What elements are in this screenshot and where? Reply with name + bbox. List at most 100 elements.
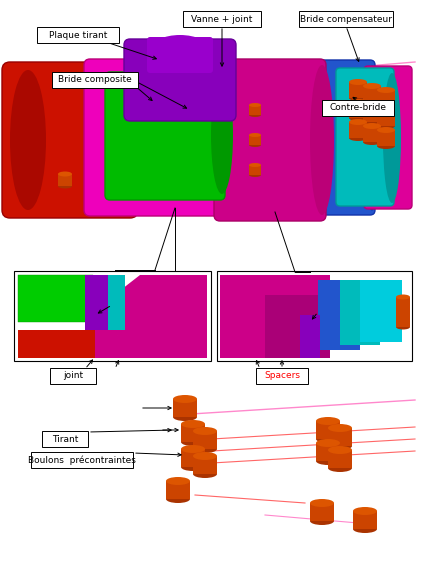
Ellipse shape: [316, 417, 340, 425]
Ellipse shape: [363, 83, 381, 89]
Ellipse shape: [310, 517, 334, 525]
Bar: [316, 443, 340, 461]
Ellipse shape: [249, 113, 261, 117]
Bar: [166, 481, 190, 499]
Ellipse shape: [349, 95, 367, 101]
Ellipse shape: [328, 464, 352, 472]
Ellipse shape: [249, 103, 261, 107]
Ellipse shape: [349, 115, 367, 121]
Bar: [328, 428, 352, 446]
Polygon shape: [85, 275, 120, 330]
FancyBboxPatch shape: [124, 39, 236, 121]
Ellipse shape: [249, 133, 261, 137]
Text: Boulons  précontraintes: Boulons précontraintes: [28, 455, 136, 465]
Bar: [181, 424, 205, 442]
Ellipse shape: [181, 438, 205, 446]
FancyBboxPatch shape: [336, 68, 394, 206]
FancyBboxPatch shape: [42, 431, 88, 447]
Polygon shape: [300, 315, 320, 358]
FancyBboxPatch shape: [2, 62, 138, 218]
FancyBboxPatch shape: [214, 59, 326, 221]
Ellipse shape: [328, 424, 352, 432]
Ellipse shape: [377, 103, 395, 109]
Bar: [58, 174, 72, 186]
FancyBboxPatch shape: [183, 11, 261, 27]
Ellipse shape: [383, 73, 401, 203]
Text: Bride compensateur: Bride compensateur: [300, 14, 392, 23]
Ellipse shape: [353, 525, 377, 533]
Polygon shape: [340, 280, 380, 345]
FancyBboxPatch shape: [18, 275, 98, 322]
Ellipse shape: [249, 173, 261, 177]
Ellipse shape: [316, 435, 340, 443]
Ellipse shape: [349, 119, 367, 125]
Ellipse shape: [173, 395, 197, 403]
Text: Plaque tirant: Plaque tirant: [49, 31, 107, 39]
Bar: [249, 165, 261, 175]
Ellipse shape: [58, 172, 72, 177]
Bar: [353, 511, 377, 529]
Bar: [249, 105, 261, 115]
Text: Vanne + joint: Vanne + joint: [191, 14, 253, 23]
Ellipse shape: [396, 324, 410, 329]
Bar: [328, 450, 352, 468]
Ellipse shape: [328, 446, 352, 454]
FancyBboxPatch shape: [31, 452, 133, 468]
Ellipse shape: [377, 87, 395, 93]
Ellipse shape: [193, 452, 217, 460]
FancyBboxPatch shape: [18, 275, 93, 322]
FancyBboxPatch shape: [217, 271, 412, 361]
Bar: [173, 399, 197, 417]
Bar: [316, 421, 340, 439]
Polygon shape: [220, 275, 330, 358]
Ellipse shape: [362, 66, 382, 210]
Ellipse shape: [10, 70, 46, 210]
FancyBboxPatch shape: [147, 37, 213, 73]
Text: Bride composite: Bride composite: [58, 75, 132, 84]
Ellipse shape: [377, 107, 395, 113]
Ellipse shape: [396, 295, 410, 299]
Ellipse shape: [193, 445, 217, 453]
Bar: [18, 330, 196, 358]
Text: Contre-bride: Contre-bride: [330, 104, 387, 112]
Ellipse shape: [181, 420, 205, 428]
Bar: [396, 297, 410, 327]
Ellipse shape: [316, 439, 340, 447]
Ellipse shape: [363, 123, 381, 129]
Ellipse shape: [211, 76, 233, 194]
Ellipse shape: [181, 463, 205, 471]
Ellipse shape: [363, 119, 381, 125]
FancyBboxPatch shape: [84, 59, 226, 216]
Ellipse shape: [193, 470, 217, 478]
Ellipse shape: [349, 135, 367, 141]
FancyBboxPatch shape: [310, 60, 375, 215]
FancyBboxPatch shape: [50, 368, 96, 384]
Bar: [363, 106, 381, 122]
Ellipse shape: [363, 99, 381, 105]
Bar: [377, 110, 395, 126]
FancyBboxPatch shape: [37, 27, 119, 43]
Ellipse shape: [310, 499, 334, 507]
Bar: [363, 126, 381, 142]
Ellipse shape: [210, 63, 240, 207]
Polygon shape: [108, 275, 125, 330]
Bar: [193, 431, 217, 449]
Ellipse shape: [249, 143, 261, 147]
Bar: [349, 82, 367, 98]
Polygon shape: [318, 280, 360, 350]
FancyBboxPatch shape: [256, 368, 308, 384]
Ellipse shape: [249, 163, 261, 167]
Ellipse shape: [193, 427, 217, 435]
FancyBboxPatch shape: [364, 66, 412, 209]
Ellipse shape: [377, 123, 395, 129]
FancyBboxPatch shape: [299, 11, 393, 27]
Bar: [193, 456, 217, 474]
Bar: [181, 449, 205, 467]
Bar: [363, 86, 381, 102]
Ellipse shape: [173, 413, 197, 421]
Ellipse shape: [349, 79, 367, 85]
Polygon shape: [95, 275, 207, 358]
Bar: [377, 90, 395, 106]
Bar: [349, 122, 367, 138]
Ellipse shape: [166, 495, 190, 503]
